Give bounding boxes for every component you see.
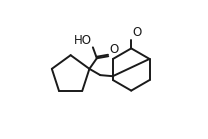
Text: O: O <box>132 26 141 39</box>
Text: O: O <box>109 43 119 56</box>
Text: HO: HO <box>74 34 92 47</box>
